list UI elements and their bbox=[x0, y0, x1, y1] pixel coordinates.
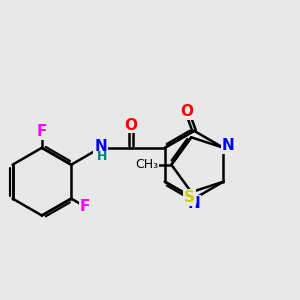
Text: S: S bbox=[184, 190, 195, 205]
Text: H: H bbox=[97, 149, 107, 163]
Text: O: O bbox=[181, 104, 194, 119]
Text: CH₃: CH₃ bbox=[135, 158, 158, 171]
Text: N: N bbox=[94, 139, 107, 154]
Text: N: N bbox=[188, 196, 200, 211]
Text: O: O bbox=[124, 118, 137, 133]
Text: N: N bbox=[222, 138, 235, 153]
Text: F: F bbox=[37, 124, 47, 139]
Text: F: F bbox=[80, 199, 90, 214]
